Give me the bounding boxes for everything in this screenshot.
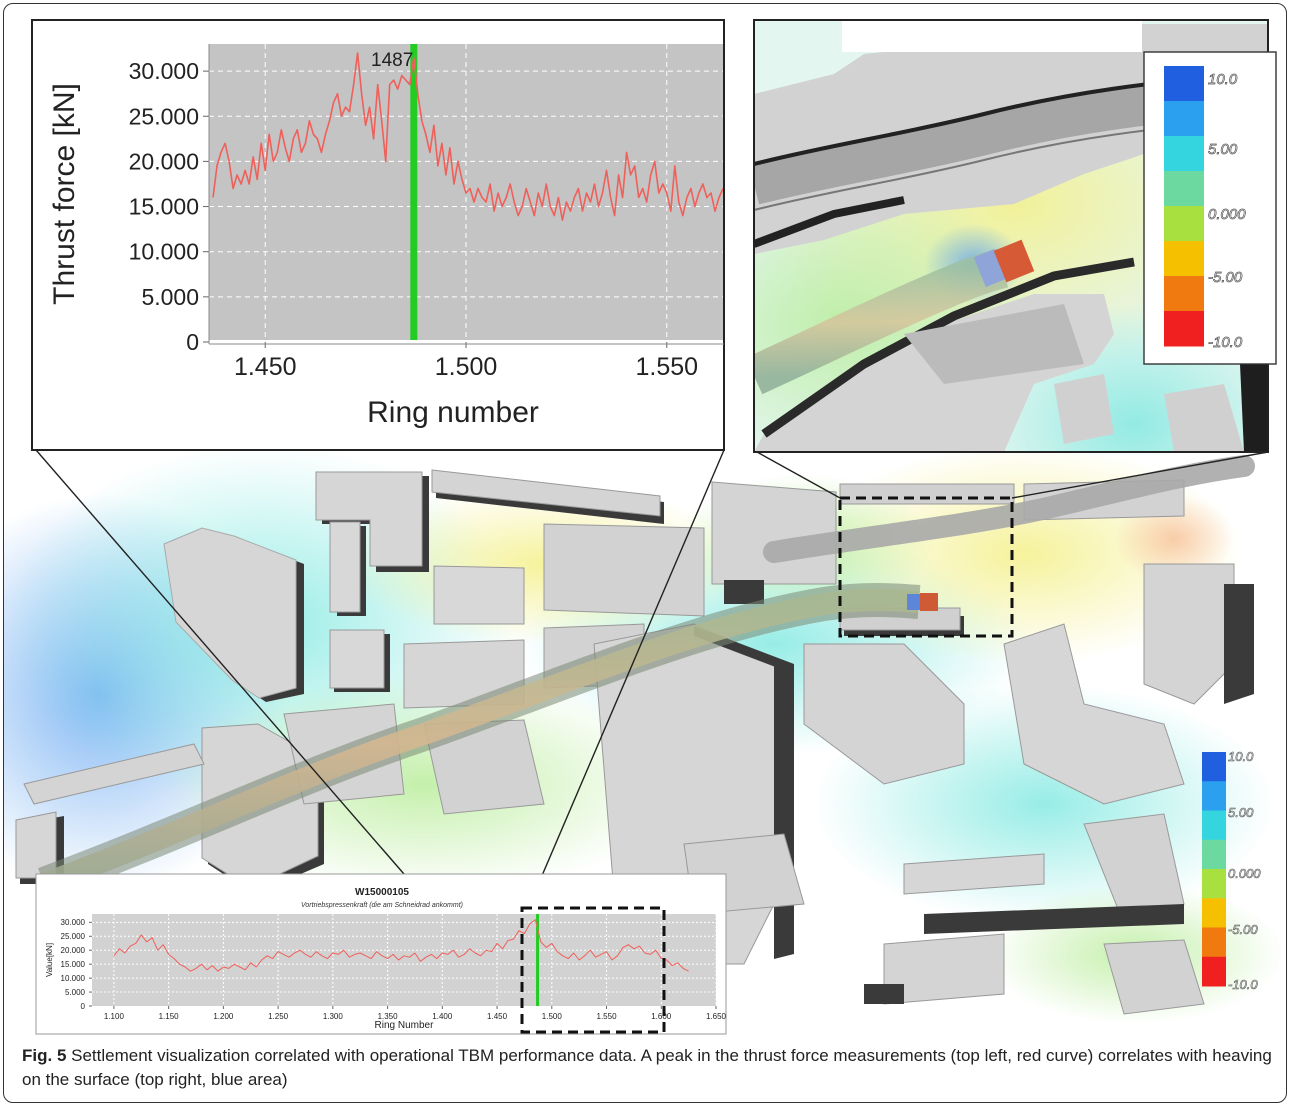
overview-xtick-label-7: 1.450 [487,1012,508,1021]
zoom-marker-label: 1487 [371,50,413,71]
overview-x-axis-label: Ring Number [375,1020,435,1031]
caption-text: Settlement visualization correlated with… [22,1046,1272,1089]
map-legend-swatch-7 [1202,956,1226,987]
tbm-head-red [920,593,938,611]
overview-xtick-label-1: 1.150 [159,1012,180,1021]
zoom-legend-swatch-0 [1164,66,1204,102]
thrust-force-zoom-chart: 0 5.000 10.000 15.000 20.000 25.000 30.000 1.4… [31,19,725,451]
zoom-legend-label-minus5: -5.00 [1208,269,1243,286]
map-legend-swatch-0 [1202,752,1226,782]
zoom-legend-swatch-7 [1164,311,1204,347]
overview-xtick-label-6: 1.400 [432,1012,453,1021]
figure-canvas: 10.0 5.00 0.000 -5.00 -10.0 [4,19,1284,1035]
overview-ytick-label-3: 15.000 [61,960,86,969]
map-color-legend: 10.0 5.00 0.000 -5.00 -10.0 [1202,749,1262,992]
overview-xtick-label-3: 1.250 [268,1012,289,1021]
zoom-legend-label-0: 0.000 [1208,206,1246,223]
zoom-ytick-label-2: 10.000 [129,239,199,265]
road-band [763,455,1255,563]
overview-ytick-label-0: 0 [81,1002,86,1011]
map-legend-swatch-2 [1202,810,1226,841]
zoom-ytick-label-0: 0 [186,329,199,355]
overview-xtick-label-9: 1.550 [597,1012,618,1021]
overview-ytick-label-4: 20.000 [61,946,86,955]
overview-series-0-line [113,919,689,972]
zoom-xtick-label-2: 1.550 [636,353,699,381]
map-legend-swatch-6 [1202,927,1226,958]
overview-xtick-label-10: 1.600 [651,1012,672,1021]
overview-xtick-label-4: 1.300 [323,1012,344,1021]
zoom-ytick-label-4: 20.000 [129,148,199,174]
tbm-head-blue [907,594,921,610]
zoom-ytick-label-3: 15.000 [129,194,199,220]
thrust-force-overview-chart: W15000105 Vortriebspressenkraft (die am … [35,873,727,1035]
map-legend-swatch-4 [1202,869,1226,899]
overview-xtick-label-5: 1.350 [378,1012,399,1021]
zoom-ytick-label-1: 5.000 [141,284,199,310]
overview-chart-title: W15000105 [355,887,409,898]
zoom-legend-swatch-4 [1164,206,1204,242]
map-legend-label-minus5: -5.00 [1228,922,1258,937]
map-legend-label-5: 5.00 [1228,805,1254,820]
overview-current-ring-marker [536,914,540,1006]
zoom-series-0-line [212,52,723,221]
map-legend-swatch-3 [1202,839,1226,870]
zoom-current-ring-marker [410,44,418,340]
figure-frame: 10.0 5.00 0.000 -5.00 -10.0 [3,3,1287,1103]
zoom-legend-swatch-5 [1164,241,1204,277]
zoom-y-axis-label: Thrust force [kN] [48,83,81,305]
zoom-ytick-label-5: 25.000 [129,103,199,129]
caption-label: Fig. 5 [22,1046,67,1065]
zoom-legend-label-10: 10.0 [1208,71,1238,88]
zoom-ytick-label-6: 30.000 [129,58,199,84]
overview-ytick-label-2: 10.000 [61,974,86,983]
map-legend-label-minus10: -10.0 [1228,977,1258,992]
map-legend-swatch-5 [1202,898,1226,928]
zoom-legend-label-minus10: -10.0 [1208,334,1243,351]
overview-ytick-label-5: 25.000 [61,932,86,941]
map-legend-label-0: 0.000 [1228,866,1261,881]
connector-lines [35,449,1269,907]
map-legend-label-10: 10.0 [1228,749,1254,764]
zoom-color-legend: 10.0 5.00 0.000 -5.00 -10.0 [1143,51,1277,365]
zoom-legend-swatch-2 [1164,136,1204,172]
overview-ytick-label-1: 5.000 [65,988,86,997]
overview-chart-subtitle: Vortriebspressenkraft (die am Schneidrad… [301,902,463,909]
zoom-legend-swatch-3 [1164,171,1204,207]
map-zoom-selection-box [838,496,1014,638]
settlement-map: 10.0 5.00 0.000 -5.00 -10.0 [4,444,1284,1024]
zoom-x-axis-label: Ring number [367,396,539,429]
zoom-xtick-label-0: 1.450 [234,353,297,381]
zoom-legend-swatch-1 [1164,101,1204,137]
figure-caption: Fig. 5 Settlement visualization correlat… [22,1044,1272,1092]
overview-xtick-label-8: 1.500 [542,1012,563,1021]
overview-y-axis-label: Value[kN] [45,943,54,977]
zoom-xtick-label-1: 1.500 [435,353,498,381]
zoom-legend-label-5: 5.00 [1208,141,1238,158]
overview-ytick-label-6: 30.000 [61,918,86,927]
overview-xtick-label-0: 1.100 [104,1012,125,1021]
zoom-legend-swatch-6 [1164,276,1204,312]
overview-xtick-label-11: 1.650 [706,1012,727,1021]
overview-zoom-selection-box [520,906,666,1034]
map-legend-swatch-1 [1202,781,1226,811]
overview-xtick-label-2: 1.200 [213,1012,234,1021]
zoom-map-panel: 10.0 5.00 0.000 -5.00 -10.0 [753,19,1277,453]
